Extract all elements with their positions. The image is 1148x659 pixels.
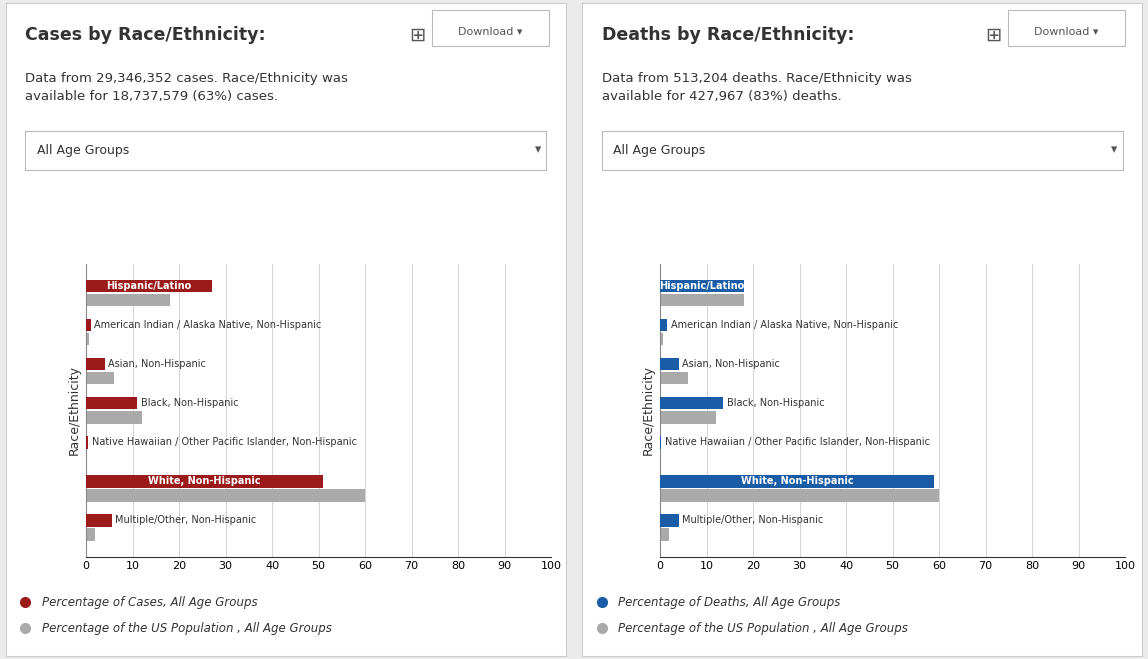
Bar bbox=[86, 436, 88, 449]
Bar bbox=[86, 475, 324, 488]
Text: All Age Groups: All Age Groups bbox=[613, 144, 705, 157]
Bar bbox=[660, 436, 661, 449]
Text: ⊞: ⊞ bbox=[409, 26, 426, 45]
Bar bbox=[660, 489, 939, 501]
Bar bbox=[660, 514, 678, 527]
Text: All Age Groups: All Age Groups bbox=[37, 144, 129, 157]
Bar bbox=[86, 450, 87, 463]
Text: ⊞: ⊞ bbox=[985, 26, 1002, 45]
FancyBboxPatch shape bbox=[1008, 10, 1125, 45]
Text: Data from 29,346,352 cases. Race/Ethnicity was
available for 18,737,579 (63%) ca: Data from 29,346,352 cases. Race/Ethnici… bbox=[25, 72, 348, 103]
Bar bbox=[660, 319, 667, 331]
Text: White, Non-Hispanic: White, Non-Hispanic bbox=[148, 476, 261, 486]
Text: Percentage of Deaths, All Age Groups: Percentage of Deaths, All Age Groups bbox=[619, 596, 840, 609]
Bar bbox=[660, 411, 716, 424]
Bar bbox=[660, 372, 688, 384]
Bar bbox=[660, 529, 669, 541]
Bar bbox=[86, 279, 211, 292]
Bar bbox=[86, 333, 90, 345]
Text: Hispanic/Latino: Hispanic/Latino bbox=[107, 281, 192, 291]
Bar bbox=[660, 294, 744, 306]
Text: Black, Non-Hispanic: Black, Non-Hispanic bbox=[727, 398, 824, 408]
Y-axis label: Race/Ethnicity: Race/Ethnicity bbox=[68, 365, 80, 455]
Bar bbox=[660, 279, 744, 292]
Bar bbox=[86, 358, 104, 370]
Bar bbox=[86, 372, 114, 384]
Text: Deaths by Race/Ethnicity:: Deaths by Race/Ethnicity: bbox=[602, 26, 854, 44]
Text: Percentage of the US Population , All Age Groups: Percentage of the US Population , All Ag… bbox=[619, 622, 908, 635]
Text: Asian, Non-Hispanic: Asian, Non-Hispanic bbox=[108, 359, 207, 369]
Bar bbox=[86, 294, 170, 306]
Text: Black, Non-Hispanic: Black, Non-Hispanic bbox=[141, 398, 239, 408]
Text: ▾: ▾ bbox=[535, 144, 541, 157]
Bar bbox=[86, 514, 111, 527]
FancyBboxPatch shape bbox=[432, 10, 549, 45]
Bar bbox=[86, 529, 95, 541]
Bar bbox=[660, 397, 723, 409]
Bar bbox=[660, 450, 661, 463]
Bar bbox=[660, 333, 664, 345]
Bar bbox=[86, 397, 138, 409]
Bar bbox=[660, 358, 678, 370]
Text: Asian, Non-Hispanic: Asian, Non-Hispanic bbox=[682, 359, 781, 369]
Bar bbox=[660, 475, 934, 488]
Text: Multiple/Other, Non-Hispanic: Multiple/Other, Non-Hispanic bbox=[682, 515, 823, 525]
Text: Cases by Race/Ethnicity:: Cases by Race/Ethnicity: bbox=[25, 26, 266, 44]
Text: Hispanic/Latino: Hispanic/Latino bbox=[659, 281, 745, 291]
Text: American Indian / Alaska Native, Non-Hispanic: American Indian / Alaska Native, Non-His… bbox=[670, 320, 898, 330]
Y-axis label: Race/Ethnicity: Race/Ethnicity bbox=[642, 365, 654, 455]
Text: Native Hawaiian / Other Pacific Islander, Non-Hispanic: Native Hawaiian / Other Pacific Islander… bbox=[92, 438, 357, 447]
Bar bbox=[86, 411, 142, 424]
Text: Download ▾: Download ▾ bbox=[458, 28, 522, 38]
Bar bbox=[86, 319, 91, 331]
Text: White, Non-Hispanic: White, Non-Hispanic bbox=[740, 476, 854, 486]
Text: Percentage of the US Population , All Age Groups: Percentage of the US Population , All Ag… bbox=[42, 622, 332, 635]
Text: Data from 513,204 deaths. Race/Ethnicity was
available for 427,967 (83%) deaths.: Data from 513,204 deaths. Race/Ethnicity… bbox=[602, 72, 912, 103]
Bar bbox=[86, 489, 365, 501]
Text: Multiple/Other, Non-Hispanic: Multiple/Other, Non-Hispanic bbox=[116, 515, 257, 525]
Text: American Indian / Alaska Native, Non-Hispanic: American Indian / Alaska Native, Non-His… bbox=[94, 320, 321, 330]
FancyBboxPatch shape bbox=[602, 130, 1123, 169]
Text: Download ▾: Download ▾ bbox=[1034, 28, 1099, 38]
Text: Native Hawaiian / Other Pacific Islander, Non-Hispanic: Native Hawaiian / Other Pacific Islander… bbox=[665, 438, 930, 447]
Text: ▾: ▾ bbox=[1111, 144, 1117, 157]
Text: Percentage of Cases, All Age Groups: Percentage of Cases, All Age Groups bbox=[42, 596, 258, 609]
FancyBboxPatch shape bbox=[25, 130, 546, 169]
